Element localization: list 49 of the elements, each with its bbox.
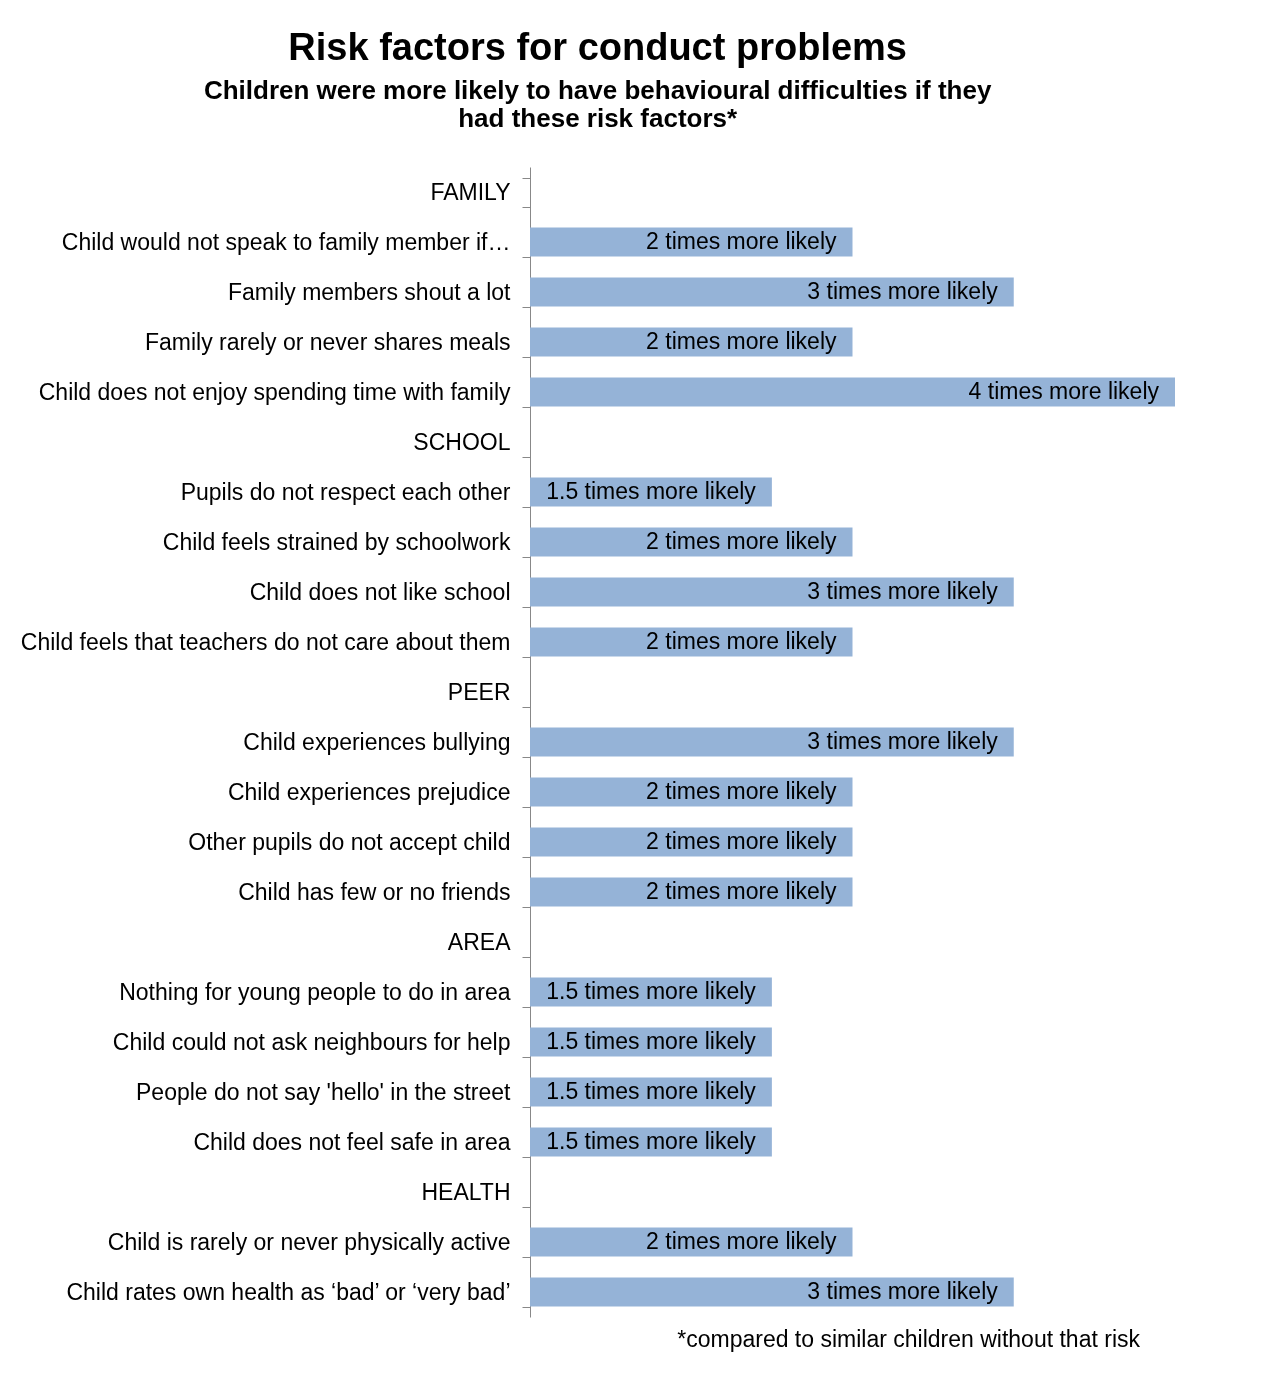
text: *compared to similar children without that risk bbox=[677, 1326, 1141, 1352]
data-label: 1.5 times more likely bbox=[546, 1078, 757, 1104]
y-tick-label: SCHOOL bbox=[413, 428, 511, 455]
y-tick-label: Child experiences bullying bbox=[243, 728, 511, 755]
y-tick-label: Pupils do not respect each other bbox=[180, 478, 511, 505]
data-label: 2 times more likely bbox=[646, 228, 837, 254]
y-tick-label: PEER bbox=[447, 678, 511, 705]
chart-title: Risk factors for conduct problems bbox=[288, 26, 907, 68]
y-tick-label: Child feels strained by schoolwork bbox=[162, 528, 511, 555]
y-tick-label: Child does not enjoy spending time with family bbox=[38, 378, 511, 405]
y-tick-label: HEALTH bbox=[421, 1178, 511, 1205]
y-tick-label: Child feels that teachers do not care about them bbox=[20, 628, 511, 655]
y-tick-label: Child does not feel safe in area bbox=[193, 1128, 511, 1155]
y-tick-label: Child experiences prejudice bbox=[227, 778, 511, 805]
y-tick-label: Family members shout a lot bbox=[228, 278, 512, 305]
data-label: 3 times more likely bbox=[807, 578, 999, 604]
data-label: 2 times more likely bbox=[646, 878, 837, 904]
bar bbox=[530, 577, 1014, 607]
data-label: 2 times more likely bbox=[646, 828, 837, 854]
bar bbox=[530, 1277, 1014, 1307]
data-label: 2 times more likely bbox=[646, 528, 837, 554]
data-label: 3 times more likely bbox=[807, 728, 999, 754]
y-tick-label: Nothing for young people to do in area bbox=[119, 978, 511, 1005]
data-label: 1.5 times more likely bbox=[546, 1128, 757, 1154]
data-label: 3 times more likely bbox=[807, 1278, 999, 1304]
data-label: 1.5 times more likely bbox=[546, 1028, 757, 1054]
y-tick-label: Family rarely or never shares meals bbox=[144, 328, 511, 355]
y-tick-label: Child has few or no friends bbox=[238, 878, 511, 905]
y-tick-label: Child rates own health as ‘bad’ or ‘very bad’ bbox=[66, 1278, 511, 1305]
data-label: 4 times more likely bbox=[968, 378, 1160, 404]
y-tick-label: AREA bbox=[447, 928, 512, 955]
data-label: 1.5 times more likely bbox=[546, 978, 757, 1004]
y-tick-label: Child could not ask neighbours for help bbox=[112, 1028, 511, 1055]
y-tick-label: Other pupils do not accept child bbox=[188, 828, 511, 855]
y-tick-label: Child would not speak to family member if… bbox=[61, 228, 511, 255]
bar bbox=[530, 277, 1014, 307]
bar bbox=[530, 727, 1014, 757]
data-label: 1.5 times more likely bbox=[546, 478, 757, 504]
data-label: 2 times more likely bbox=[646, 628, 837, 654]
y-tick-label: FAMILY bbox=[430, 178, 511, 205]
data-label: 2 times more likely bbox=[646, 328, 837, 354]
data-label: 2 times more likely bbox=[646, 778, 837, 804]
bar bbox=[530, 377, 1175, 407]
y-tick-label: Child does not like school bbox=[249, 578, 511, 605]
data-label: 2 times more likely bbox=[646, 1228, 837, 1254]
y-tick-label: People do not say 'hello' in the street bbox=[136, 1078, 512, 1105]
y-tick-label: Child is rarely or never physically active bbox=[107, 1228, 511, 1255]
data-label: 3 times more likely bbox=[807, 278, 999, 304]
chart-subtitle: Children were more likely to have behavioural difficulties if they had these risk factors* bbox=[203, 75, 992, 133]
